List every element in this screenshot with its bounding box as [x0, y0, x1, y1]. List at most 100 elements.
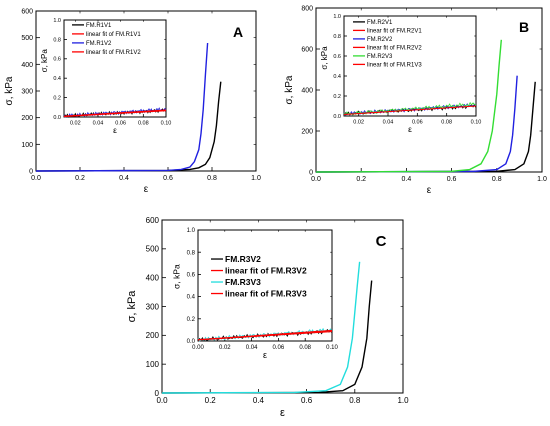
inset-y-tick-label: 0.8: [333, 34, 341, 40]
main-y-tick-label: 100: [21, 142, 33, 149]
inset-y-tick-label: 1.0: [53, 18, 61, 24]
x-axis-label: ε: [427, 185, 432, 196]
main-y-tick-label: 300: [146, 302, 160, 311]
main-x-tick-label: 1.0: [537, 176, 547, 183]
chart-panel-b: 0.0 0.2 0.4 0.6 0.8 1.0 0 200 400 600 800 ε σ, kPa B 0…: [284, 5, 547, 196]
inset-chart: 0.02 0.04 0.06 0.08 0.10 0.0 0.2 0.4 0.6 0.8 1.0 ε σ…: [320, 14, 482, 134]
inset-x-tick-label: 0.00: [192, 345, 204, 351]
main-y-tick-label: 0: [309, 169, 313, 176]
inset-y-tick-label: 0.2: [187, 317, 196, 323]
inset-y-tick-label: 1.0: [187, 228, 196, 234]
inset-frame: [63, 19, 167, 118]
inset-y-axis-label: σ, kPa: [320, 46, 329, 70]
inset-x-tick-label: 0.08: [441, 120, 452, 126]
legend-entry: FM.R2V3: [367, 54, 393, 60]
legend-entry: FM.R1V2: [86, 41, 112, 47]
legend-entry: linear fit of FM.R2V2: [367, 46, 422, 52]
main-y-tick-label: 0: [29, 168, 33, 175]
inset-chart: 0.00 0.02 0.04 0.06 0.08 0.10 0.0 0.2 0.4 0.6 0.8 1…: [172, 228, 339, 360]
main-y-tick-label: 600: [21, 8, 33, 15]
inset-y-axis-label: σ, kPa: [40, 49, 49, 73]
inset-y-tick-label: 0.8: [187, 250, 196, 256]
main-y-tick-label: 800: [301, 5, 313, 12]
inset-series-linear-fit-of-fm-r3v3: [197, 329, 333, 341]
legend-entry: linear fit of FM.R1V1: [86, 32, 141, 38]
main-x-tick-label: 0.6: [447, 176, 457, 183]
inset-legend: FM.R2V1 linear fit of FM.R2V1 FM.R2V2 linea…: [353, 20, 422, 69]
main-x-tick-label: 0.2: [205, 396, 217, 405]
inset-y-tick-label: 0.6: [333, 54, 341, 60]
inset-x-tick-label: 0.02: [219, 345, 231, 351]
inset-x-tick-label: 0.10: [161, 121, 172, 127]
panel-label: B: [519, 19, 529, 35]
inset-y-tick-label: 0.2: [333, 94, 341, 100]
inset-x-axis-label: ε: [263, 350, 267, 360]
chart-panel-c: 0.0 0.2 0.4 0.6 0.8 1.0 0 100 200 300 400 500 600 ε σ,…: [126, 216, 409, 419]
main-x-tick-label: 0.4: [402, 176, 412, 183]
inset-x-tick-label: 0.04: [93, 121, 104, 127]
inset-frame: [343, 15, 477, 117]
y-axis-label: σ, kPa: [4, 76, 15, 105]
legend-entry: linear fit of FM.R1V2: [86, 50, 141, 56]
inset-x-tick-label: 0.04: [383, 120, 394, 126]
main-x-tick-label: 0.6: [301, 396, 313, 405]
inset-x-tick-label: 0.06: [412, 120, 423, 126]
inset-x-tick-label: 0.08: [299, 345, 311, 351]
inset-y-tick-label: 0.4: [187, 295, 196, 301]
inset-y-tick-label: 1.0: [333, 14, 341, 20]
main-y-tick-label: 600: [301, 46, 313, 53]
main-y-tick-label: 500: [146, 245, 160, 254]
main-y-tick-label: 200: [146, 331, 160, 340]
inset-series-linear-fit-of-fm-r1v3: [343, 105, 477, 116]
main-x-tick-label: 0.8: [492, 176, 502, 183]
inset-y-tick-label: 0.0: [333, 114, 341, 120]
chart-panel-a: 0.0 0.2 0.4 0.6 0.8 1.0 0 100 200 300 400 500 600 ε σ,…: [4, 8, 261, 195]
inset-x-tick-label: 0.06: [273, 345, 285, 351]
series-line-fm-r2v1: [315, 81, 536, 173]
legend-entry: FM.R2V2: [367, 37, 393, 43]
panel-label: A: [233, 24, 243, 40]
main-y-tick-label: 300: [21, 88, 33, 95]
inset-x-axis-label: ε: [113, 125, 117, 135]
inset-x-tick-label: 0.02: [70, 121, 81, 127]
main-x-tick-label: 1.0: [251, 175, 261, 182]
y-axis-label: σ, kPa: [284, 75, 295, 104]
main-y-tick-label: 400: [301, 87, 313, 94]
legend-entry: FM.R3V3: [225, 277, 261, 287]
main-y-tick-label: 200: [21, 115, 33, 122]
inset-y-axis-label: σ, kPa: [172, 264, 182, 289]
main-y-tick-label: 400: [146, 273, 160, 282]
main-x-tick-label: 0.6: [163, 175, 173, 182]
inset-legend: FM.R1V1 linear fit of FM.R1V1 FM.R1V2 linea…: [72, 23, 141, 56]
main-x-tick-label: 0.0: [156, 396, 168, 405]
inset-y-tick-label: 0.6: [187, 273, 196, 279]
main-x-tick-label: 0.0: [311, 176, 321, 183]
inset-y-tick-label: 0.6: [53, 57, 61, 63]
main-x-tick-label: 0.8: [207, 175, 217, 182]
main-y-tick-label: 200: [301, 128, 313, 135]
main-y-tick-label: 600: [146, 216, 160, 225]
inset-x-tick-label: 0.10: [326, 345, 338, 351]
inset-y-tick-label: 0.4: [333, 74, 341, 80]
x-axis-label: ε: [280, 407, 285, 419]
main-x-tick-label: 0.2: [356, 176, 366, 183]
inset-y-tick-label: 0.0: [53, 115, 61, 121]
main-x-tick-label: 0.2: [75, 175, 85, 182]
series-line-fm-r2v2: [315, 75, 518, 173]
inset-x-axis-label: ε: [408, 124, 412, 134]
inset-y-tick-label: 0.4: [53, 76, 61, 82]
legend-entry: linear fit of FM.R3V3: [225, 289, 307, 299]
main-y-tick-label: 500: [21, 35, 33, 42]
main-x-tick-label: 0.8: [349, 396, 361, 405]
inset-y-tick-label: 0.8: [53, 37, 61, 43]
inset-x-tick-label: 0.02: [353, 120, 364, 126]
inset-x-tick-label: 0.10: [471, 120, 482, 126]
inset-y-tick-label: 0.0: [187, 339, 196, 345]
inset-y-tick-label: 0.2: [53, 96, 61, 102]
main-x-tick-label: 1.0: [397, 396, 409, 405]
legend-entry: linear fit of FM.R2V1: [367, 29, 422, 35]
series-line-fm-r1v2: [35, 42, 209, 172]
inset-series-linear-fit-of-fm-r1v2: [63, 109, 167, 117]
inset-chart: 0.02 0.04 0.06 0.08 0.10 0.0 0.2 0.4 0.6 0.8 1.0 ε σ…: [40, 18, 172, 135]
